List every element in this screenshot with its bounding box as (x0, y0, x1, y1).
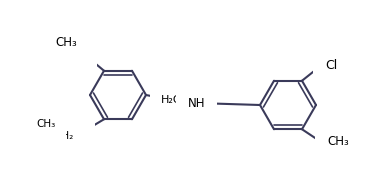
Text: O: O (75, 49, 85, 62)
Text: O: O (73, 125, 83, 138)
Text: CH₂: CH₂ (55, 131, 74, 141)
Text: Cl: Cl (325, 59, 337, 72)
Text: NH: NH (188, 97, 205, 110)
Text: CH₃: CH₃ (327, 135, 349, 148)
Text: CH₃: CH₃ (36, 119, 56, 129)
Text: CH₃: CH₃ (55, 36, 77, 49)
Text: H₂C: H₂C (161, 95, 182, 105)
